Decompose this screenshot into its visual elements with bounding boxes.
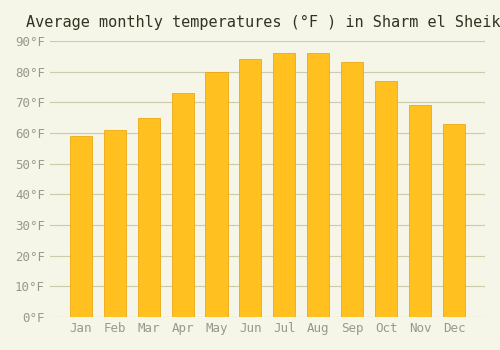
Bar	[409, 105, 432, 317]
Bar	[375, 81, 398, 317]
Title: Average monthly temperatures (°F ) in Sharm el Sheikh: Average monthly temperatures (°F ) in Sh…	[26, 15, 500, 30]
Bar	[104, 130, 126, 317]
Bar	[274, 53, 295, 317]
Bar	[70, 136, 92, 317]
Bar	[240, 59, 262, 317]
Bar	[342, 62, 363, 317]
Bar	[206, 72, 228, 317]
Bar	[443, 124, 465, 317]
Bar	[138, 118, 160, 317]
Bar	[172, 93, 194, 317]
Bar	[308, 53, 330, 317]
